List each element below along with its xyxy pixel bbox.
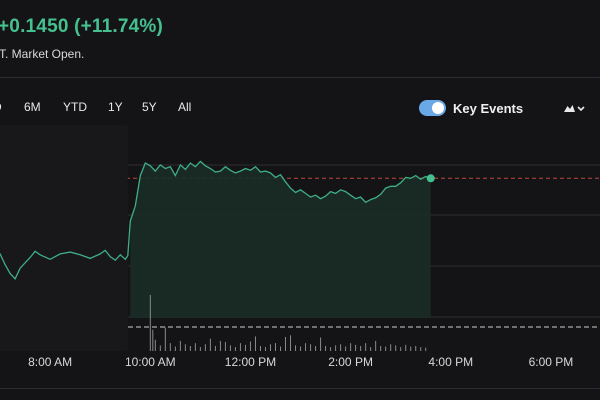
range-tab-ytd[interactable]: YTD xyxy=(63,100,87,114)
x-tick-label: 4:00 PM xyxy=(428,355,473,369)
range-tab-all[interactable]: All xyxy=(178,100,192,114)
key-events-toggle[interactable] xyxy=(419,100,446,116)
price-series-line xyxy=(0,160,431,280)
footer-divider xyxy=(0,388,600,389)
mountain-chart-icon xyxy=(564,105,575,112)
range-tab-5y[interactable]: 5Y xyxy=(142,100,157,114)
range-tab-1y[interactable]: 1Y xyxy=(108,100,123,114)
x-tick-label: 6:00 PM xyxy=(529,355,574,369)
x-tick-label: 10:00 AM xyxy=(125,355,176,369)
last-price-dot xyxy=(426,174,435,183)
toggle-knob xyxy=(432,102,444,114)
chevron-down-icon xyxy=(577,106,585,112)
premarket-region xyxy=(0,125,128,351)
header-divider xyxy=(0,77,600,78)
x-tick-label: 12:00 PM xyxy=(225,355,276,369)
key-events-label: Key Events xyxy=(453,101,524,116)
market-status: T. Market Open. xyxy=(0,47,85,61)
range-tab-6m[interactable]: 6M xyxy=(24,100,41,114)
premarket-shade xyxy=(0,125,128,351)
price-area-fill xyxy=(130,161,431,318)
price-area xyxy=(130,161,431,318)
chart-type-selector[interactable] xyxy=(563,101,585,115)
range-tab-1d[interactable]: D xyxy=(0,100,2,114)
price-line xyxy=(0,160,435,280)
x-tick-label: 2:00 PM xyxy=(328,355,373,369)
price-change: +0.1450 (+11.74%) xyxy=(0,16,164,37)
x-tick-label: 8:00 AM xyxy=(28,355,72,369)
volume-bars xyxy=(149,295,427,351)
